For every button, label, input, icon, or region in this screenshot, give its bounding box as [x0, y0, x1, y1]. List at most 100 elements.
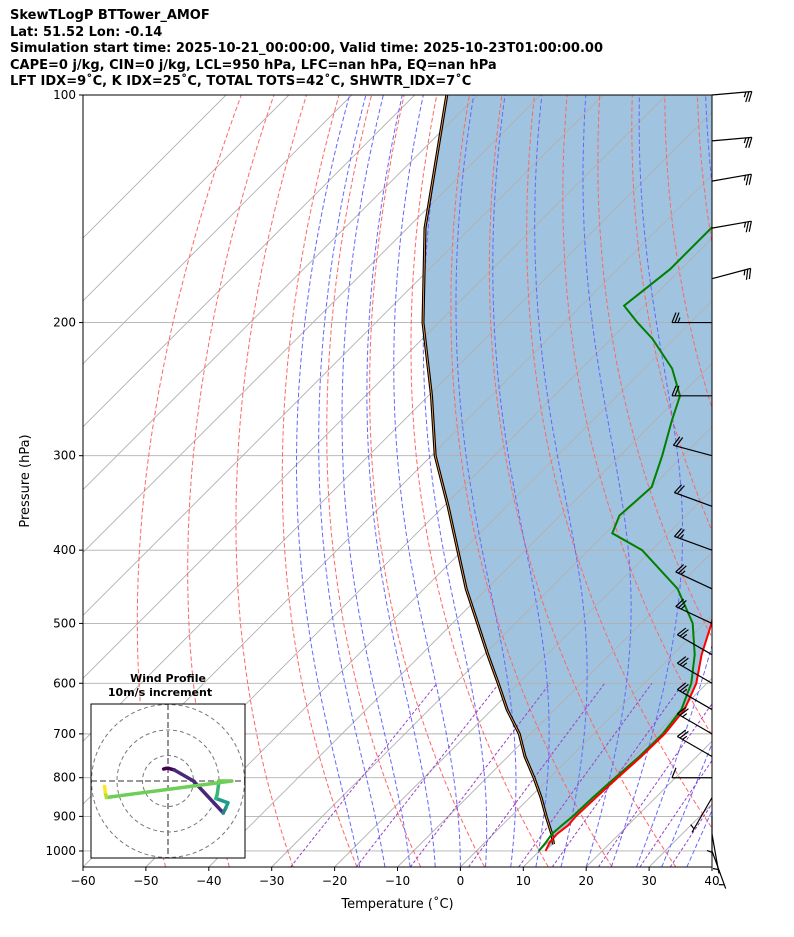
wind-barb [671, 385, 712, 397]
wind-barb [706, 816, 713, 857]
moist-adiabat-line [318, 95, 386, 867]
mixing-ratio-line [551, 683, 684, 867]
isotherm-line [334, 488, 712, 867]
title-line-indices: LFT IDX=9˚C, K IDX=25˚C, TOTAL TOTS=42˚C… [10, 74, 472, 89]
wind-barb [675, 564, 713, 590]
dry-adiabat-line [281, 95, 358, 867]
isotherm-line [271, 426, 712, 867]
dry-adiabat-line [136, 95, 242, 867]
isotherm-line [460, 614, 712, 867]
wind-barb [672, 436, 713, 457]
x-tick-label: −50 [133, 874, 158, 888]
dry-adiabat-line [450, 95, 613, 867]
plot-axes: −60 −50 −40 −30 −20 −10 0 10 20 30 40 100 200 300 400 5… [18, 88, 720, 912]
wind-barb [690, 797, 713, 833]
y-tick-label: 600 [53, 676, 76, 690]
chart-title-block: SkewTLogP BTTower_AMOF Lat: 51.52 Lon: -… [10, 8, 780, 91]
wind-barb [676, 656, 713, 684]
moist-adiabat-line [341, 95, 411, 867]
title-line-cape: CAPE=0 j/kg, CIN=0 j/kg, LCL=950 hPa, LF… [10, 57, 497, 73]
hodograph-title: Wind Profile [130, 672, 206, 685]
x-tick-label: −10 [385, 874, 410, 888]
x-tick-label: −20 [322, 874, 347, 888]
wind-barb [676, 706, 713, 735]
y-tick-label: 300 [53, 449, 76, 463]
mixing-ratio-line [409, 682, 551, 867]
parcel-profile-highlight [422, 95, 554, 845]
sounding-profiles [421, 95, 712, 852]
wind-barbs [671, 90, 753, 889]
wind-barb [676, 682, 713, 711]
wind-barb [711, 173, 752, 186]
dry-adiabat-line [730, 95, 794, 867]
wind-barb [673, 484, 713, 507]
dry-adiabat-line [235, 95, 307, 867]
wind-barb [671, 312, 712, 324]
dry-adiabat-line [369, 95, 485, 867]
isotherm-line [83, 95, 227, 239]
moist-adiabat-line [422, 95, 488, 867]
hodograph-segment [214, 796, 230, 805]
dry-adiabat-line [763, 95, 794, 867]
wind-barb [711, 267, 752, 280]
x-tick-label: 30 [641, 874, 656, 888]
isotherm-line [711, 866, 712, 867]
moist-adiabat-line [686, 809, 712, 867]
moist-adiabat-line [636, 95, 712, 867]
y-tick-label: 700 [53, 727, 76, 741]
y-tick-label: 100 [53, 88, 76, 102]
hodograph-segment [172, 768, 196, 783]
isotherm-line [145, 300, 712, 867]
x-tick-label: −60 [70, 874, 95, 888]
x-tick-label: 10 [516, 874, 531, 888]
isotherm-line [83, 95, 604, 617]
moist-adiabat-line [711, 865, 712, 867]
isotherm-line [83, 111, 712, 742]
moist-adiabat-line [610, 95, 684, 867]
wind-barb [676, 627, 713, 656]
dry-adiabat-line [526, 95, 712, 829]
x-tick-label: −30 [259, 874, 284, 888]
moist-adiabat-line [455, 95, 517, 867]
hodograph-subtitle: 10m/s increment [108, 686, 212, 699]
mixing-ratio-lines [290, 682, 712, 867]
isotherm-grid [83, 95, 712, 867]
dewpoint-profile-line [537, 225, 712, 852]
cin-cape-shading [423, 95, 712, 851]
wind-barb [711, 850, 727, 889]
parcel-area-shading [423, 95, 712, 851]
dry-adiabat-line [488, 95, 677, 867]
x-axis-label: Temperature (˚C) [340, 896, 453, 912]
moist-adiabat-line [393, 95, 461, 867]
hodograph-segment [104, 779, 234, 800]
mixing-ratio-line [355, 682, 500, 867]
mixing-ratio-line [597, 702, 712, 867]
y-tick-label: 1000 [45, 844, 76, 858]
temperature-profile-line [544, 615, 712, 852]
mixing-ratio-line [468, 683, 606, 867]
mixing-ratio-line [518, 683, 653, 867]
wind-barb [711, 136, 753, 149]
wind-barb [676, 729, 713, 758]
x-tick-label: −40 [196, 874, 221, 888]
wind-barb [711, 220, 752, 233]
y-tick-label: 400 [53, 543, 76, 557]
y-tick-label: 800 [53, 771, 76, 785]
wind-barb [673, 528, 713, 551]
moist-adiabat-line [366, 95, 436, 867]
title-line-station: SkewTLogP BTTower_AMOF [10, 8, 210, 23]
isotherm-line [208, 363, 712, 867]
moist-adiabat-line [492, 95, 550, 867]
isotherm-line [83, 95, 353, 365]
dry-adiabat-line [562, 95, 712, 737]
y-tick-label: 900 [53, 809, 76, 823]
x-tick-label: 20 [579, 874, 594, 888]
moist-adiabats [296, 95, 712, 867]
hodograph-frame [90, 703, 246, 859]
isotherm-line [522, 677, 712, 867]
isotherm-line [83, 95, 416, 428]
isotherm-line [83, 95, 478, 491]
title-line-location: Lat: 51.52 Lon: -0.14 [10, 24, 163, 40]
